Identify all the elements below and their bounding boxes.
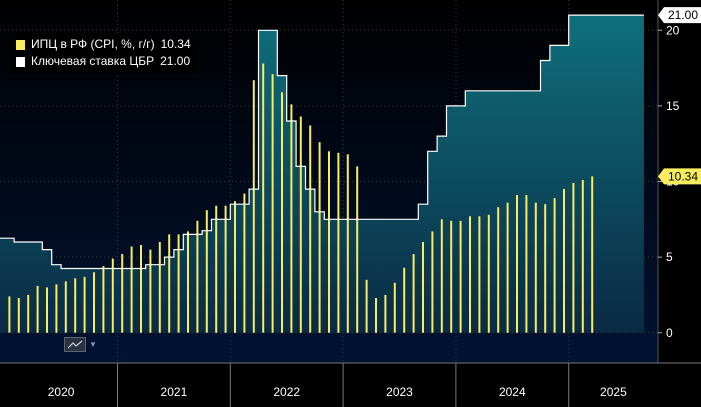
cpi-bar [384, 294, 387, 333]
cpi-bar [149, 249, 152, 333]
cpi-badge-shape [658, 168, 701, 185]
cpi-bar [187, 231, 189, 333]
cpi-bar [487, 214, 490, 333]
cpi-bar [177, 234, 180, 333]
cpi-bar [478, 216, 481, 333]
cpi-bar [252, 80, 255, 333]
cpi-bar [234, 201, 236, 333]
cpi-bar [544, 204, 547, 333]
cpi-bar [215, 205, 218, 333]
legend-item-cpi[interactable]: ИПЦ в РФ (CPI, %, г/г) 10.34 [16, 36, 191, 53]
cpi-bar [328, 151, 330, 333]
cpi-bar [365, 279, 368, 333]
cpi-bar [64, 281, 67, 333]
cpi-bar [74, 278, 77, 333]
cpi-bar [281, 92, 283, 333]
cpi-bar [412, 254, 415, 333]
cpi-bar [196, 220, 199, 333]
cpi-bar [403, 267, 406, 333]
cpi-bar [450, 220, 453, 333]
cpi-badge: 10.34 [658, 168, 701, 185]
y-tick-label: 20 [666, 23, 680, 37]
x-tick-label: 2024 [499, 385, 526, 399]
rate-badge-shape [658, 7, 701, 24]
cpi-bar [525, 195, 528, 333]
cpi-bar [572, 183, 575, 333]
cpi-bar [262, 63, 265, 333]
cpi-bar [27, 294, 30, 333]
y-tick-label: 15 [666, 99, 680, 113]
x-tick-label: 2023 [386, 385, 413, 399]
x-tick-label: 2025 [600, 385, 627, 399]
cpi-bar [309, 125, 312, 333]
rate-badge: 21.00 [658, 7, 701, 24]
x-tick-label: 2021 [161, 385, 188, 399]
cpi-bar [46, 287, 48, 333]
cpi-bar [130, 246, 133, 333]
cpi-bar [17, 298, 20, 333]
cpi-bar [346, 154, 349, 333]
cpi-bar [55, 284, 58, 333]
x-tick-label: 2022 [273, 385, 300, 399]
cpi-bar [111, 258, 114, 333]
line-chart-icon [67, 340, 83, 349]
cpi-bar [290, 104, 293, 333]
cpi-bar [459, 220, 462, 333]
cpi-bar [318, 142, 321, 333]
cpi-bar [102, 266, 105, 333]
legend-cpi-value: 10.34 [160, 37, 191, 51]
cpi-bar [83, 276, 86, 333]
rate-badge-text: 21.00 [668, 8, 698, 22]
key-rate-area [0, 15, 644, 333]
value-badges: 21.00 10.34 [658, 7, 701, 185]
cpi-bar [497, 207, 500, 333]
cpi-swatch [16, 39, 25, 50]
cpi-bar [422, 242, 424, 333]
cpi-bar [8, 296, 11, 333]
cpi-bar [243, 193, 246, 333]
cpi-bar [469, 216, 471, 333]
rate-swatch [16, 56, 25, 67]
legend-rate-label: Ключевая ставка ЦБР [31, 54, 155, 68]
cpi-bar [356, 166, 359, 333]
cpi-bar [140, 245, 142, 333]
cpi-bar [431, 231, 434, 333]
cpi-bar [440, 219, 443, 333]
cpi-bar [516, 195, 518, 333]
y-tick-label: 0 [666, 326, 673, 340]
cpi-badge-text: 10.34 [668, 169, 698, 183]
cpi-bar [121, 254, 124, 333]
cpi-bar [271, 74, 274, 333]
cpi-bar [553, 198, 556, 333]
cpi-bar [581, 180, 584, 333]
chart-type-button[interactable] [64, 337, 86, 352]
cpi-bar [299, 116, 302, 333]
cpi-bar [534, 202, 537, 333]
y-tick-label: 5 [666, 250, 673, 264]
cpi-bar [205, 210, 208, 333]
cpi-bar [591, 176, 594, 333]
cpi-bar [224, 205, 227, 333]
cpi-bar [506, 202, 509, 333]
legend-item-rate[interactable]: Ключевая ставка ЦБР 21.00 [16, 53, 191, 70]
key-rate-line [0, 14, 644, 270]
cpi-bars [8, 63, 594, 333]
x-tick-label: 2020 [48, 385, 75, 399]
legend-rate-value: 21.00 [160, 54, 191, 68]
cpi-bar [337, 152, 340, 333]
cpi-bar [168, 234, 171, 333]
cpi-bar [375, 298, 377, 333]
cpi-bar [563, 189, 565, 333]
cpi-bar [158, 242, 161, 333]
cpi-bar [393, 282, 396, 333]
cpi-bar [93, 272, 95, 333]
legend: ИПЦ в РФ (CPI, %, г/г) 10.34 Ключевая ст… [10, 34, 197, 73]
chevron-down-icon[interactable]: ▼ [89, 340, 97, 349]
cpi-bar [36, 285, 39, 333]
legend-cpi-label: ИПЦ в РФ (CPI, %, г/г) [31, 37, 155, 51]
